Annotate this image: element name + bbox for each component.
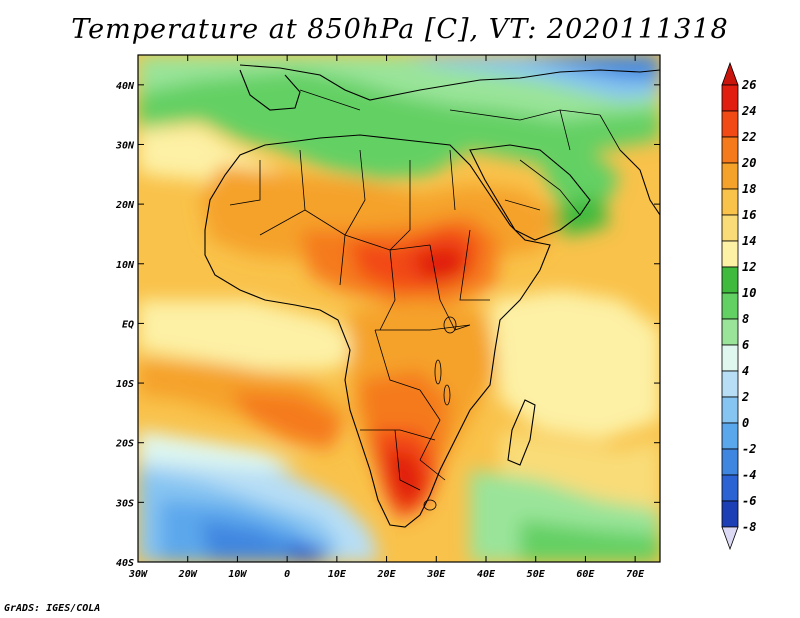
colorbar-swatch [721,266,739,294]
lat-tick-label: 30N [115,140,135,151]
lat-tick-label: 40S [116,558,134,569]
colorbar-label: 20 [741,156,756,170]
colorbar-top-arrow [721,61,739,86]
colorbar-label: 22 [741,130,756,144]
iberia-coastline [239,69,301,111]
colorbar-swatch [721,188,739,216]
colorbar-swatch [721,396,739,424]
colorbar-swatch [721,162,739,190]
longitude-tick-labels: 30W 20W 10W 0 10E 20E 30E 40E 50E 60E 70E [128,569,645,580]
colorbar-swatch [721,214,739,242]
coastlines [204,64,660,528]
arabia-coastline [469,144,591,241]
lat-tick-label: 20N [115,200,135,211]
lon-tick-label: 50E [527,569,546,580]
africa-coastline [204,134,551,528]
colorbar-swatch [721,240,739,268]
colorbar-label: 16 [742,208,756,222]
lon-tick-label: 70E [626,569,645,580]
colorbar-label: 0 [742,416,749,430]
colorbar-label: -2 [742,442,756,456]
colorbar-label: 24 [741,104,756,118]
colorbar-swatch [721,84,739,112]
colorbar-label: 14 [742,234,756,248]
colorbar-label: 18 [742,182,756,196]
madagascar-coastline [507,399,536,466]
colorbar-label: -8 [742,520,756,534]
colorbar-bottom-arrow [721,526,739,551]
lat-tick-label: 20S [115,439,134,450]
lat-tick-label: EQ [122,319,134,330]
lat-tick-label: 30S [115,498,134,509]
latitude-tick-labels: 40N 30N 20N 10N EQ 10S 20S 30S 40S [115,81,135,569]
map-title: Temperature at 850hPa [C], VT: 202011131… [71,14,729,45]
colorbar-swatch [721,370,739,398]
colorbar-swatch [721,318,739,346]
lon-tick-label: 30W [128,569,148,580]
india-coastline [619,149,660,216]
lon-tick-label: 20W [178,569,198,580]
colorbar-swatch [721,344,739,372]
colorbar-swatch [721,292,739,320]
colorbar-label: 8 [742,312,749,326]
lon-tick-label: 60E [576,569,595,580]
colorbar-label: -4 [742,468,756,482]
lon-tick-label: 30E [426,569,446,580]
lat-tick-label: 40N [116,81,135,92]
lat-tick-label: 10S [116,379,134,390]
lat-tick-label: 10N [116,260,135,271]
colorbar-label: 12 [742,260,756,274]
lakes [423,316,457,511]
colorbar-label: 2 [741,390,749,404]
colorbar-label: 26 [741,78,756,92]
lon-tick-label: 20E [377,569,397,580]
colorbar-label: 10 [742,286,756,300]
colorbar-swatch [721,448,739,476]
colorbar-label: -6 [742,494,756,508]
lon-tick-label: 10W [228,569,247,580]
software-credit: GrADS: IGES/COLA [4,603,101,614]
colorbar-swatch [721,136,739,164]
lon-tick-label: 0 [284,569,290,580]
europe-coastline [239,64,660,101]
country-borders [229,89,621,491]
colorbar-swatch [721,110,739,138]
lon-tick-label: 10E [328,569,347,580]
temperature-field [138,55,660,562]
lon-tick-label: 40E [477,569,496,580]
colorbar-swatch [721,422,739,450]
map-frame [137,54,661,563]
colorbar-label: 6 [742,338,749,352]
colorbar-label: 4 [742,364,749,378]
axis-ticks [137,55,660,563]
colorbar-swatch [721,500,739,528]
colorbar-swatch [721,474,739,502]
